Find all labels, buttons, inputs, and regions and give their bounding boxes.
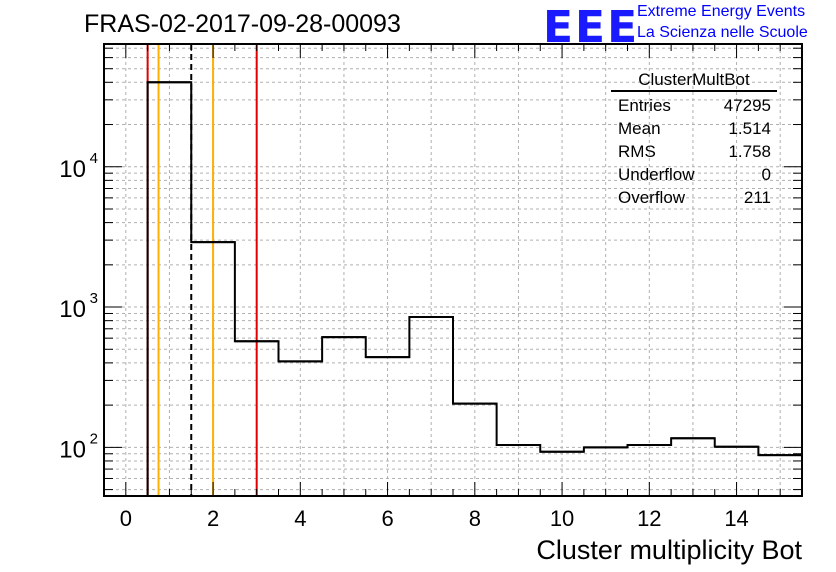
axis-ticks: [104, 44, 802, 496]
y-tick-label: 10: [59, 296, 86, 323]
stats-value: 211: [743, 188, 771, 207]
stats-value: 1.758: [728, 142, 771, 161]
y-tick-label: 10: [59, 436, 86, 463]
x-tick-label: 14: [724, 506, 748, 531]
stats-row-mean: Mean 1.514: [611, 117, 777, 140]
y-tick-exponent: 2: [90, 430, 98, 447]
plot-title: FRAS-02-2017-09-28-00093: [84, 10, 401, 38]
histogram-bins: [146, 81, 802, 496]
stats-row-underflow: Underflow 0: [611, 163, 777, 186]
y-tick-exponent: 4: [90, 150, 98, 167]
logo-line-1: Extreme Energy Events: [637, 3, 806, 20]
stats-label: Entries: [618, 96, 671, 115]
stats-row-overflow: Overflow 211: [611, 186, 777, 209]
stats-value: 1.514: [728, 119, 771, 138]
stats-value: 0: [761, 165, 771, 184]
x-tick-label: 12: [637, 506, 661, 531]
x-tick-label: 2: [207, 506, 219, 531]
eee-logo: EEE: [543, 2, 640, 53]
marker-lines: [146, 44, 258, 496]
stats-box: ClusterMultBot Entries 47295 Mean 1.514 …: [611, 70, 777, 209]
stats-label: RMS: [618, 142, 656, 161]
stats-histogram-name: ClusterMultBot: [611, 70, 777, 92]
x-tick-label: 6: [381, 506, 393, 531]
x-tick-label: 8: [469, 506, 481, 531]
x-tick-label: 10: [550, 506, 574, 531]
stats-row-entries: Entries 47295: [611, 94, 777, 117]
x-tick-label: 0: [120, 506, 132, 531]
stats-label: Overflow: [618, 188, 686, 207]
stats-label: Mean: [618, 119, 661, 138]
y-tick-label: 10: [59, 156, 86, 183]
x-tick-label: 4: [294, 506, 306, 531]
stats-value: 47295: [723, 96, 771, 115]
y-tick-exponent: 3: [90, 290, 98, 307]
logo-line-2: La Scienza nelle Scuole: [637, 24, 808, 41]
stats-label: Underflow: [618, 165, 695, 184]
stats-row-rms: RMS 1.758: [611, 140, 777, 163]
x-axis-label: Cluster multiplicity Bot: [536, 535, 802, 565]
